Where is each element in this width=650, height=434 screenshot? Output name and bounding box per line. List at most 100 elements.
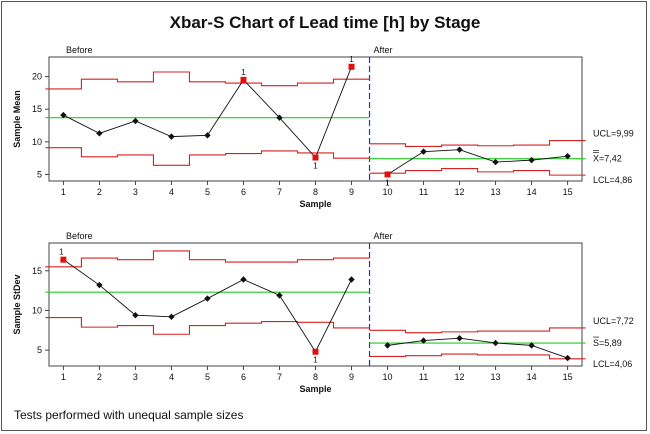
xbar-x-tick-label: 11 [419,187,428,197]
xbar-x-tick-label: 15 [563,187,573,197]
xbar-data-point [456,146,463,153]
s-y-tick-label: 5 [37,345,42,355]
xbar-data-point-ooc [384,171,391,178]
s-data-point-ooc [312,348,319,355]
s-data-point [456,335,463,342]
s-data-point [384,342,391,349]
xbar-x-tick-label: 9 [349,187,354,197]
xbar-test-flag: 1 [241,68,246,77]
xbar-data-point [96,130,103,137]
xbar-x-tick-label: 8 [313,187,318,197]
chart-title: Xbar-S Chart of Lead time [h] by Stage [170,13,481,32]
s-x-tick-label: 12 [455,372,465,382]
s-data-point [240,276,247,283]
s-x-axis-label: Sample [299,384,331,394]
s-data-point [564,354,571,362]
s-x-tick-label: 10 [383,372,393,382]
s-data-point [204,295,211,302]
s-data-point [96,281,103,289]
s-data-line-before [63,259,352,353]
xbar-data-point [420,148,427,155]
s-stage-label-before: Before [66,231,93,241]
s-ucl-line-after [369,327,586,334]
s-x-tick-label: 11 [419,372,428,382]
xbar-y-tick-label: 15 [32,104,42,114]
s-test-flag: 1 [313,356,318,365]
xbar-x-axis-label: Sample [299,199,331,209]
s-x-tick-label: 6 [241,372,246,382]
xbar-x-tick-label: 14 [527,187,537,197]
xbar-y-axis-label: Sample Mean [12,90,22,148]
xbar-data-point [276,114,283,121]
xbar-x-tick-label: 1 [61,187,66,197]
footnote: Tests performed with unequal sample size… [14,408,243,422]
s-data-point-ooc [60,256,67,263]
xbar-lcl-label: LCL=4,86 [593,175,632,185]
s-x-tick-label: 8 [313,372,318,382]
s-x-tick-label: 1 [61,372,66,382]
s-ucl-label: UCL=7,72 [593,316,634,326]
s-data-point [528,342,535,349]
s-plot-area [48,242,583,367]
xbar-x-tick-label: 3 [133,187,138,197]
xbar-x-tick-label: 6 [241,187,246,197]
xbar-ucl-line-before [45,71,370,90]
s-x-tick-label: 13 [491,372,501,382]
xbar-data-point [204,132,211,139]
xbar-data-point [564,153,571,160]
xbar-y-tick-label: 5 [37,169,42,179]
s-center-label: S=5,89 [593,338,622,348]
xbar-data-point [132,117,139,125]
s-lcl-label: LCL=4,06 [593,359,632,369]
s-stage-label-after: After [374,231,393,241]
xbar-x-tick-label: 12 [455,187,465,197]
xbar-lcl-line-before [45,147,370,166]
xbar-test-flag: 1 [313,162,318,171]
xbar-x-tick-label: 5 [205,187,210,197]
s-test-flag: 1 [59,248,64,257]
xbar-lcl-line-after [369,168,586,176]
xbar-test-flag: 1 [385,178,390,187]
s-data-point [420,337,427,344]
xbar-data-point-ooc [240,76,247,83]
s-lcl-line-before [45,317,370,335]
s-data-point [276,292,283,299]
s-x-tick-label: 9 [349,372,354,382]
xbar-x-tick-label: 2 [97,187,102,197]
xbar-y-tick-label: 10 [32,137,42,147]
xbar-test-flag: 1 [349,55,354,64]
s-x-tick-label: 5 [205,372,210,382]
s-data-point [348,276,355,283]
s-x-tick-label: 2 [97,372,102,382]
xbar-data-point [60,111,67,119]
xbar-x-tick-label: 4 [169,187,174,197]
s-data-point [168,313,175,320]
s-x-tick-label: 7 [277,372,282,382]
xbar-stage-label-after: After [374,45,393,55]
xbar-data-point [168,133,175,140]
s-x-tick-label: 15 [563,372,573,382]
xbar-x-tick-label: 7 [277,187,282,197]
s-x-tick-label: 14 [527,372,537,382]
xbar-data-point [528,156,535,164]
xbar-data-point-ooc [312,154,319,161]
xbar-data-line-before [63,66,352,159]
xbar-data-point-ooc [348,63,355,70]
s-data-line-after [387,337,568,359]
xbar-center-label: X=7,42 [593,154,622,164]
s-ucl-line-before [45,250,370,268]
s-y-tick-label: 10 [32,305,42,315]
s-x-tick-label: 3 [133,372,138,382]
s-y-tick-label: 15 [32,266,42,276]
xbar-x-tick-label: 13 [491,187,501,197]
xbar-y-tick-label: 20 [32,72,42,82]
xbar-ucl-line-after [369,139,586,147]
xbar-data-point [492,158,499,166]
xbar-x-tick-label: 10 [383,187,393,197]
s-data-point [132,312,139,319]
s-lcl-line-after [369,353,586,360]
xbar-data-line-after [387,149,568,175]
xbar-stage-label-before: Before [66,45,93,55]
